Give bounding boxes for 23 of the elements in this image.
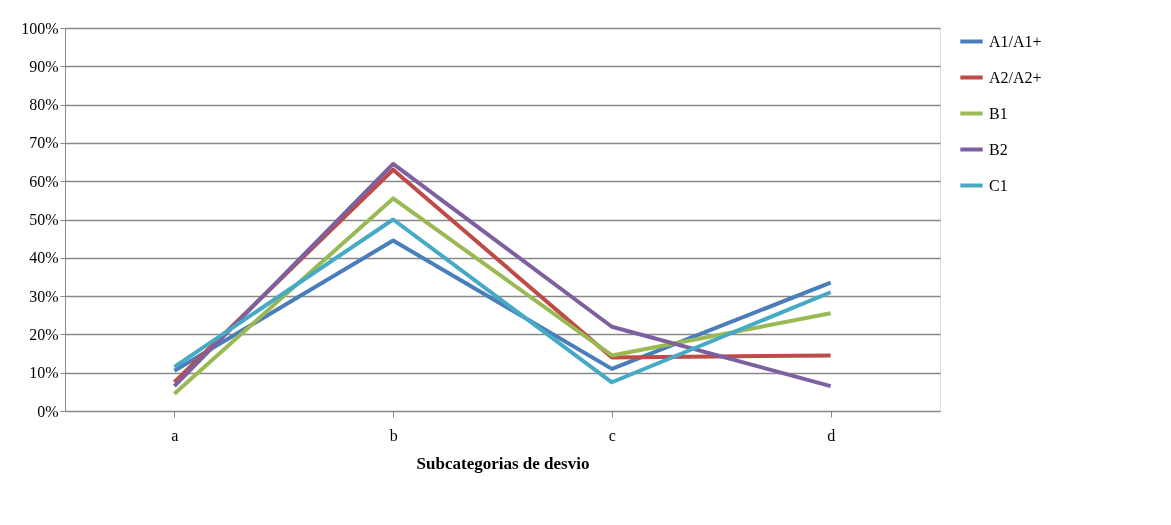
line-series (172, 217, 833, 385)
y-tick-label: 0% (37, 402, 59, 420)
legend-label: B1 (989, 104, 1008, 122)
x-tick-label: c (608, 426, 616, 444)
y-tick-label: 20% (29, 325, 59, 343)
y-tick-label: 100% (21, 19, 59, 37)
legend-label: C1 (989, 176, 1008, 194)
y-tick-label: 60% (29, 172, 59, 190)
y-tick-label: 30% (29, 287, 59, 305)
legend-label: A1/A1+ (989, 32, 1042, 50)
legend-label: B2 (989, 140, 1008, 158)
y-tick-label: 40% (29, 249, 59, 267)
y-tick-label: 80% (29, 96, 59, 114)
x-tick-label: d (827, 426, 836, 444)
y-tick-label: 50% (29, 211, 59, 228)
x-tick-label: b (389, 426, 398, 444)
x-tick-label: a (171, 426, 179, 444)
x-axis-title: Subcategorias de desvio (416, 453, 590, 473)
y-tick-label: 70% (29, 134, 59, 152)
line-series (172, 196, 833, 396)
y-tick-label: 10% (29, 364, 59, 382)
y-tick-label: 90% (29, 57, 59, 75)
legend-label: A2/A2+ (989, 68, 1042, 86)
